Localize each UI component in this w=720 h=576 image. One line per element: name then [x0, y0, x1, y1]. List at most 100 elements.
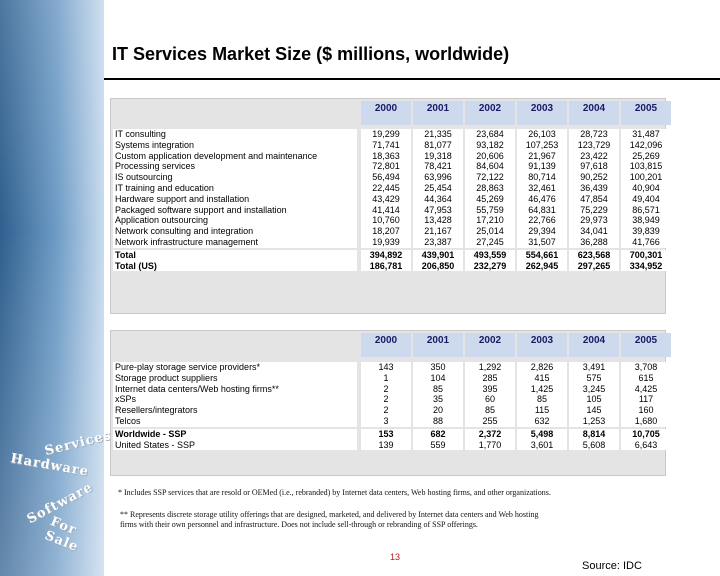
- year-header: 2003: [517, 333, 567, 357]
- cell-value: 21,167: [413, 226, 463, 237]
- row-label: Total: [113, 249, 357, 261]
- cell-value: 6,643: [621, 439, 671, 451]
- cell-value: 107,253: [517, 139, 567, 151]
- table-row: Pure-play storage service providers* 143 3…: [113, 362, 671, 373]
- cell-value: 31,487: [621, 129, 671, 140]
- table-row: xSPs 2 35 60 85 105 117: [113, 394, 671, 406]
- cell-value: 85: [465, 405, 515, 416]
- cell-value: 55,759: [465, 204, 515, 216]
- side-decoration-band: Services Hardware Software For Sale: [0, 0, 113, 576]
- cell-value: 559: [413, 439, 463, 451]
- row-label: Resellers/integrators: [113, 405, 357, 416]
- row-label: Systems integration: [113, 139, 357, 151]
- cell-value: 1,253: [569, 415, 619, 427]
- table-row: Total 394,892 439,901 493,559 554,661 623,568…: [113, 249, 671, 261]
- cell-value: 394,892: [361, 249, 411, 261]
- cell-value: 5,608: [569, 439, 619, 451]
- cell-value: 19,318: [413, 150, 463, 162]
- cell-value: 43,429: [361, 193, 411, 205]
- cell-value: 103,815: [621, 161, 671, 173]
- cell-value: 186,781: [361, 260, 411, 272]
- cell-value: 91,139: [517, 161, 567, 173]
- row-label: Pure-play storage service providers*: [113, 362, 357, 373]
- cell-value: 72,801: [361, 161, 411, 173]
- cell-value: 25,269: [621, 150, 671, 162]
- cell-value: 145: [569, 405, 619, 416]
- table-row: Resellers/integrators 2 20 85 115 145 160: [113, 405, 671, 416]
- cell-value: 23,422: [569, 150, 619, 162]
- row-label: Processing services: [113, 161, 357, 173]
- row-label: Worldwide - SSP: [113, 428, 357, 440]
- table-row: Custom application development and maint…: [113, 150, 671, 162]
- side-band-fade: [0, 0, 104, 576]
- cell-value: 493,559: [465, 249, 515, 261]
- cell-value: 2,372: [465, 428, 515, 440]
- cell-value: 23,387: [413, 236, 463, 248]
- cell-value: 39,839: [621, 226, 671, 237]
- row-label: IT consulting: [113, 129, 357, 140]
- cell-value: 160: [621, 405, 671, 416]
- table-row: Systems integration 71,741 81,077 93,182 107…: [113, 139, 671, 151]
- cell-value: 3,245: [569, 383, 619, 395]
- table-row: Total (US) 186,781 206,850 232,279 262,945 29…: [113, 260, 671, 272]
- table-row: Application outsourcing 10,760 13,428 17,21…: [113, 215, 671, 227]
- cell-value: 47,953: [413, 204, 463, 216]
- cell-value: 4,425: [621, 383, 671, 395]
- cell-value: 78,421: [413, 161, 463, 173]
- cell-value: 3,601: [517, 439, 567, 451]
- cell-value: 13,428: [413, 215, 463, 227]
- row-label: Network infrastructure management: [113, 236, 357, 248]
- table-row: Telcos 3 88 255 632 1,253 1,680: [113, 415, 671, 427]
- cell-value: 64,831: [517, 204, 567, 216]
- table1-body: IT consulting 19,299 21,335 23,684 26,103 28,…: [113, 129, 671, 272]
- cell-value: 60: [465, 394, 515, 406]
- cell-value: 3: [361, 415, 411, 427]
- row-label: Application outsourcing: [113, 215, 357, 227]
- cell-value: 19,939: [361, 236, 411, 248]
- cell-value: 415: [517, 372, 567, 384]
- table-row: IS outsourcing 56,494 63,996 72,122 80,714 90…: [113, 172, 671, 183]
- cell-value: 34,041: [569, 226, 619, 237]
- cell-value: 115: [517, 405, 567, 416]
- cell-value: 334,952: [621, 260, 671, 272]
- cell-value: 100,201: [621, 172, 671, 183]
- cell-value: 439,901: [413, 249, 463, 261]
- cell-value: 26,103: [517, 129, 567, 140]
- cell-value: 19,299: [361, 129, 411, 140]
- cell-value: 117: [621, 394, 671, 406]
- cell-value: 2: [361, 405, 411, 416]
- cell-value: 28,863: [465, 182, 515, 194]
- cell-value: 139: [361, 439, 411, 451]
- year-header: 2002: [465, 333, 515, 357]
- cell-value: 18,363: [361, 150, 411, 162]
- year-header: 2003: [517, 101, 567, 125]
- cell-value: 75,229: [569, 204, 619, 216]
- year-header: 2000: [361, 333, 411, 357]
- cell-value: 31,507: [517, 236, 567, 248]
- cell-value: 5,498: [517, 428, 567, 440]
- cell-value: 153: [361, 428, 411, 440]
- cell-value: 20,606: [465, 150, 515, 162]
- cell-value: 32,461: [517, 182, 567, 194]
- table-row: United States - SSP 139 559 1,770 3,601 5,608…: [113, 439, 671, 451]
- title-divider: [104, 78, 720, 80]
- row-label: Telcos: [113, 415, 357, 427]
- cell-value: 2: [361, 383, 411, 395]
- cell-value: 395: [465, 383, 515, 395]
- cell-value: 2,826: [517, 362, 567, 373]
- cell-value: 72,122: [465, 172, 515, 183]
- cell-value: 255: [465, 415, 515, 427]
- cell-value: 23,684: [465, 129, 515, 140]
- cell-value: 623,568: [569, 249, 619, 261]
- year-header: 2002: [465, 101, 515, 125]
- cell-value: 35: [413, 394, 463, 406]
- source-credit: Source: IDC: [582, 560, 642, 572]
- cell-value: 97,618: [569, 161, 619, 173]
- table-row: IT consulting 19,299 21,335 23,684 26,103 28,…: [113, 129, 671, 140]
- footnote-1: * Includes SSP services that are resold …: [118, 488, 551, 497]
- cell-value: 17,210: [465, 215, 515, 227]
- cell-value: 36,439: [569, 182, 619, 194]
- cell-value: 8,814: [569, 428, 619, 440]
- cell-value: 41,414: [361, 204, 411, 216]
- cell-value: 297,265: [569, 260, 619, 272]
